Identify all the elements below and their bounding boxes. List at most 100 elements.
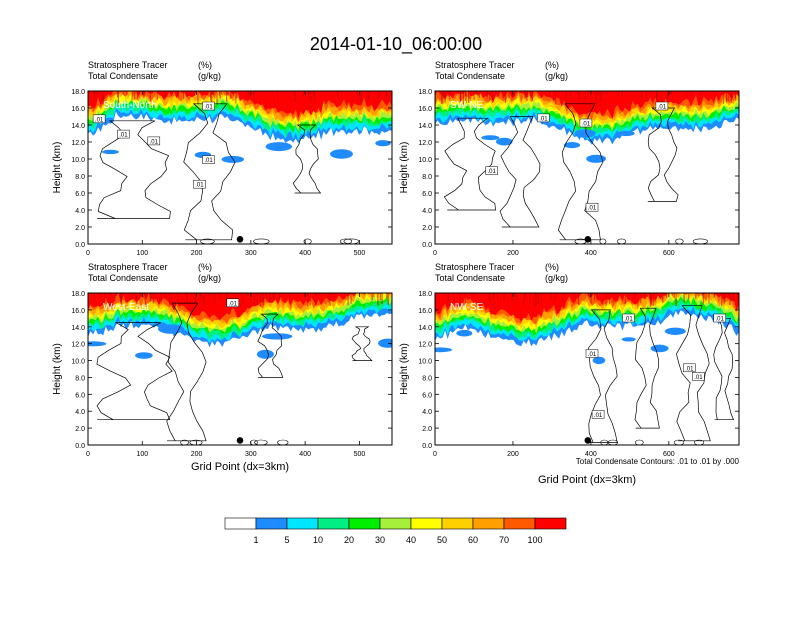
y-tick-label: 4.0 [422, 409, 432, 416]
tracer-streak [194, 293, 196, 307]
tracer-streak [186, 91, 188, 98]
tracer-streak [131, 293, 133, 300]
tracer-streak [227, 91, 229, 96]
tracer-streak [464, 91, 466, 97]
tracer-streak [315, 293, 317, 306]
condensate-contour [587, 309, 618, 443]
contour-label: .01 [585, 349, 599, 358]
tracer-streak [337, 91, 339, 99]
tracer-streak [253, 293, 255, 305]
panel-header-condensate: Total Condensate [88, 273, 158, 283]
tracer-streak [104, 293, 106, 304]
tracer-streak [309, 91, 311, 93]
tracer-cell [664, 327, 686, 335]
tracer-cell [135, 352, 153, 359]
tracer-streak [247, 91, 249, 98]
colorbar-swatch [472, 517, 505, 530]
tracer-streak [612, 293, 614, 303]
tracer-streak [269, 293, 271, 302]
tracer-streak [729, 293, 731, 305]
tracer-streak [123, 91, 125, 95]
tracer-cell [378, 338, 392, 348]
contour-label-box [485, 166, 498, 175]
x-tick-label: 400 [585, 451, 597, 458]
tracer-streak [360, 91, 362, 103]
condensate-contour-small [250, 439, 258, 445]
y-tick-label: 10.0 [418, 157, 432, 164]
panel-header-tracer-unit: (%) [545, 262, 559, 272]
tracer-streak [634, 293, 636, 299]
tracer-cell [496, 137, 513, 146]
tracer-streak [609, 293, 611, 305]
contour-label-text: .01 [588, 206, 597, 212]
tracer-streak [464, 293, 467, 306]
tracer-streak [385, 91, 387, 101]
x-tick-label: 500 [354, 250, 366, 257]
tracer-streak [312, 91, 314, 93]
tracer-streak [211, 91, 213, 103]
y-tick-label: 4.0 [422, 208, 432, 215]
tracer-streak [731, 91, 733, 99]
tracer-streak [279, 293, 281, 297]
contour-label-box [117, 129, 130, 139]
tracer-streak [94, 91, 96, 97]
tracer-streak [650, 293, 653, 305]
contour-label: .01 [485, 166, 498, 175]
tracer-streak [109, 293, 111, 300]
tracer-streak [673, 293, 675, 299]
tracer-streak [250, 293, 252, 304]
y-tick-label: 16.0 [71, 308, 85, 315]
tracer-streak [160, 293, 162, 305]
y-tick-label: 12.0 [71, 342, 85, 349]
tracer-streak [473, 91, 475, 100]
tracer-streak [177, 91, 179, 97]
tracer-streak [462, 91, 464, 105]
y-axis-label: Height (km) [52, 142, 63, 194]
y-tick-label: 18.0 [71, 291, 85, 298]
contour-info-note: Total Condensate Contours: .01 to .01 by… [576, 457, 740, 466]
condensate-contour [292, 124, 322, 194]
tracer-streak [724, 293, 727, 296]
tracer-streak [213, 91, 215, 96]
tracer-streak [668, 91, 670, 95]
contour-label: .01 [117, 129, 130, 139]
condensate-contour-small [694, 439, 705, 445]
y-tick-label: 2.0 [422, 225, 432, 232]
tracer-streak [382, 91, 384, 94]
tracer-streak [136, 91, 138, 100]
x-tick-label: 600 [663, 250, 675, 257]
contour-label: .01 [92, 114, 106, 123]
tracer-band [435, 91, 739, 120]
tracer-streak [597, 293, 599, 298]
contour-label-box [202, 101, 215, 111]
plot-area: .01 .01 .01 .01 .01 .01 South-North [88, 91, 392, 244]
tracer-streak [377, 91, 379, 104]
tracer-streak [708, 293, 710, 304]
contour-label: .01 [147, 136, 161, 145]
tracer-streak [645, 91, 647, 99]
contour-label: .01 [713, 313, 726, 323]
panel-name: South-North [103, 100, 157, 111]
tracer-streak [666, 293, 668, 299]
tracer-streak [735, 91, 737, 101]
tracer-streak [695, 293, 697, 299]
y-tick-label: 18.0 [71, 89, 85, 96]
tracer-cell [481, 135, 500, 141]
contour-label-box [579, 118, 593, 128]
tracer-streak [197, 91, 199, 104]
x-tick-label: 200 [191, 250, 203, 257]
x-tick-label: 300 [245, 451, 257, 458]
contour-label: .01 [683, 363, 696, 372]
tracer-streak [493, 293, 495, 306]
tracer-streak [492, 293, 494, 299]
tracer-streak [308, 91, 310, 99]
tracer-streak [459, 293, 461, 304]
contour-label: .01 [591, 410, 605, 419]
tracer-cell [574, 129, 596, 138]
contour-label-box [202, 155, 215, 164]
contour-label-text: .01 [588, 352, 597, 358]
tracer-streak [186, 293, 188, 305]
tracer-streak [634, 293, 636, 296]
location-marker [584, 236, 592, 243]
